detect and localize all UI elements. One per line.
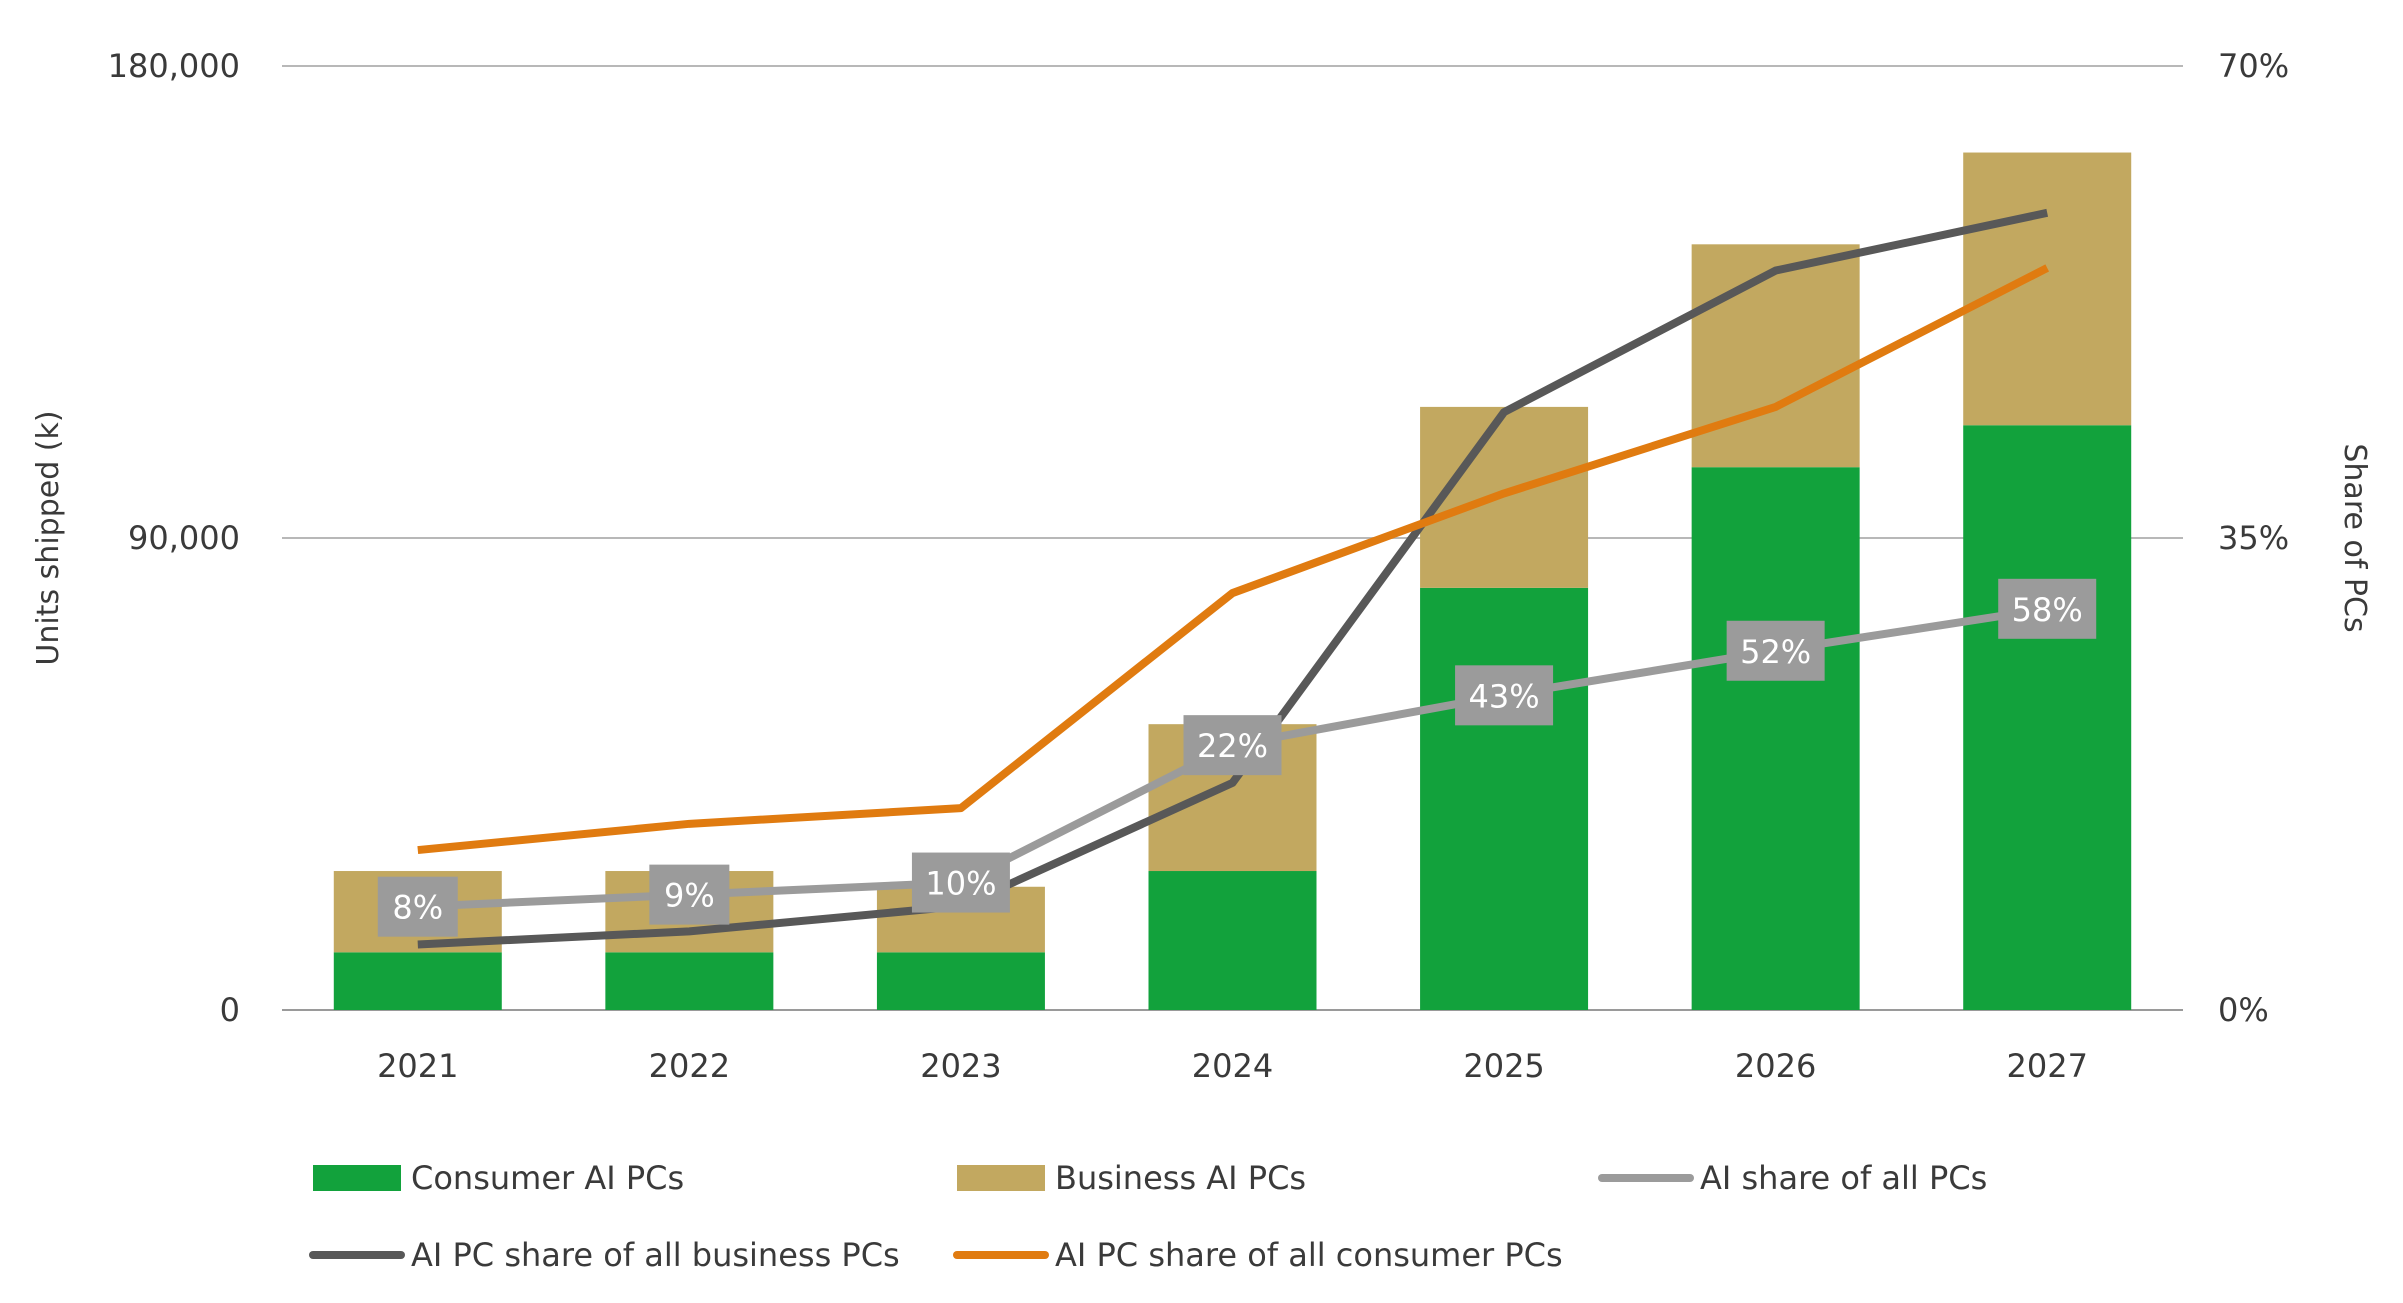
x-tick-label: 2022 bbox=[649, 1047, 730, 1085]
y-right-tick-label: 0% bbox=[2218, 991, 2269, 1029]
consumer-bar-segment bbox=[1420, 587, 1589, 1010]
data-label-box bbox=[649, 864, 730, 925]
bars-layer bbox=[333, 152, 2132, 1010]
data-label: 58% bbox=[2012, 591, 2083, 629]
data-label: 10% bbox=[925, 865, 996, 903]
x-tick-label: 2027 bbox=[2006, 1047, 2087, 1085]
data-label: 43% bbox=[1469, 677, 1540, 715]
y-left-tick-label: 180,000 bbox=[108, 47, 240, 85]
legend-business-share-label: AI PC share of all business PCs bbox=[411, 1236, 900, 1274]
business-bar-segment bbox=[1963, 152, 2132, 426]
legend-business-swatch bbox=[957, 1165, 1045, 1191]
consumer-bar-segment bbox=[605, 952, 774, 1010]
data-label-box bbox=[1455, 665, 1554, 726]
data-label-box bbox=[1183, 715, 1282, 776]
legend: Consumer AI PCs Business AI PCs AI share o… bbox=[309, 1159, 1987, 1274]
data-labels-layer: 8% 9% 10% 22% 43% 52% 58% bbox=[377, 578, 2097, 937]
y-left-tick-label: 0 bbox=[220, 991, 240, 1029]
y-left-axis-title: Units shipped (k) bbox=[31, 410, 66, 665]
legend-consumer-share-label: AI PC share of all consumer PCs bbox=[1055, 1236, 1563, 1274]
legend-business-label: Business AI PCs bbox=[1055, 1159, 1306, 1197]
consumer-bar-segment bbox=[1148, 871, 1317, 1010]
business-share-line bbox=[417, 208, 2049, 949]
legend-consumer-label: Consumer AI PCs bbox=[411, 1159, 684, 1197]
data-label: 52% bbox=[1740, 633, 1811, 671]
y-left-tick-label: 90,000 bbox=[128, 519, 240, 557]
legend-ai-share-all-label: AI share of all PCs bbox=[1700, 1159, 1987, 1197]
consumer-bar-segment bbox=[876, 952, 1045, 1010]
axes-layer: 0 90,000 180,000 0% 35% 70% 2021 2022 2023 2024 20… bbox=[31, 47, 2372, 1085]
data-label: 8% bbox=[392, 889, 443, 927]
consumer-bar-segment bbox=[1691, 467, 1860, 1010]
y-right-tick-label: 35% bbox=[2218, 519, 2289, 557]
data-label: 9% bbox=[664, 877, 715, 915]
x-tick-label: 2023 bbox=[920, 1047, 1001, 1085]
x-tick-label: 2025 bbox=[1463, 1047, 1544, 1085]
y-right-tick-label: 70% bbox=[2218, 47, 2289, 85]
data-label-box bbox=[1726, 620, 1825, 681]
consumer-bar-segment bbox=[333, 952, 502, 1010]
consumer-bar-segment bbox=[1963, 425, 2132, 1010]
y-right-axis-title: Share of PCs bbox=[2337, 443, 2372, 632]
data-label-box bbox=[377, 876, 458, 937]
x-tick-label: 2024 bbox=[1192, 1047, 1273, 1085]
legend-consumer-swatch bbox=[313, 1165, 401, 1191]
business-bar-segment bbox=[1691, 244, 1860, 468]
x-tick-label: 2021 bbox=[377, 1047, 458, 1085]
consumer-share-line bbox=[417, 264, 2050, 855]
data-label: 22% bbox=[1197, 727, 1268, 765]
data-label-box bbox=[911, 852, 1010, 913]
x-tick-label: 2026 bbox=[1735, 1047, 1816, 1085]
data-label-box bbox=[1998, 578, 2097, 639]
